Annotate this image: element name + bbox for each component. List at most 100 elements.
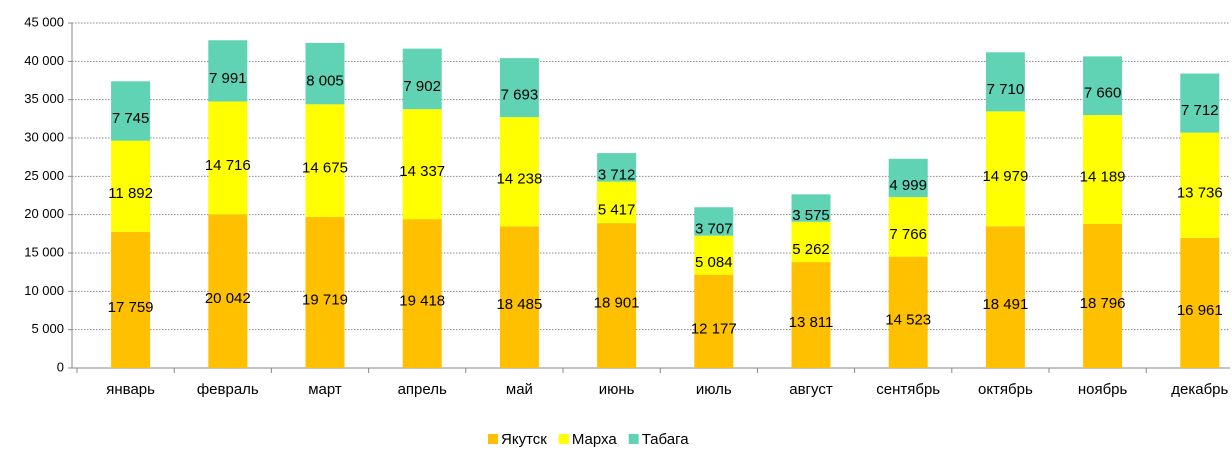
value-label: 14 675 xyxy=(302,160,348,177)
value-label: 13 736 xyxy=(1177,184,1223,201)
value-label: 18 491 xyxy=(982,296,1028,313)
y-tick-label: 45 000 xyxy=(24,14,64,29)
value-label: 7 766 xyxy=(889,226,927,243)
value-label: 14 238 xyxy=(496,171,542,188)
x-tick-label: февраль xyxy=(197,381,259,398)
bar-segment xyxy=(305,104,345,217)
legend-label: Марха xyxy=(572,431,618,448)
bar-segment xyxy=(985,52,1025,112)
y-tick-label: 0 xyxy=(57,359,64,374)
x-tick-label: май xyxy=(506,381,533,398)
value-label: 19 719 xyxy=(302,291,348,308)
legend-label: Якутск xyxy=(501,431,547,448)
x-tick-label: август xyxy=(789,381,833,398)
value-label: 20 042 xyxy=(205,290,251,307)
legend-swatch xyxy=(558,434,569,444)
bar-segment xyxy=(888,158,928,198)
legend-swatch xyxy=(628,434,639,444)
bar-segment xyxy=(111,81,151,141)
y-tick-label: 35 000 xyxy=(24,91,64,106)
bar-segment xyxy=(208,101,248,215)
value-label: 7 902 xyxy=(403,78,441,95)
bar-segment xyxy=(888,197,928,257)
value-label: 7 745 xyxy=(112,110,150,127)
y-tick-label: 30 000 xyxy=(24,129,64,144)
value-label: 13 811 xyxy=(789,314,834,331)
bar-segment xyxy=(694,274,734,368)
bar-segment xyxy=(1180,73,1220,133)
bar-segment xyxy=(985,226,1025,368)
value-label: 14 979 xyxy=(982,168,1028,185)
bar-segment xyxy=(111,140,151,232)
bar-segment xyxy=(305,42,345,105)
value-label: 5 084 xyxy=(695,254,733,271)
value-label: 7 693 xyxy=(501,87,539,104)
x-tick-label: январь xyxy=(106,381,155,398)
value-label: 14 337 xyxy=(399,163,445,180)
value-label: 7 660 xyxy=(1084,85,1122,102)
value-label: 3 707 xyxy=(695,220,733,237)
x-tick-label: октябрь xyxy=(978,381,1033,398)
value-label: 7 712 xyxy=(1181,102,1219,119)
bar-segment xyxy=(305,216,345,368)
y-tick-label: 40 000 xyxy=(24,53,64,68)
value-label: 3 575 xyxy=(792,207,830,224)
value-label: 5 417 xyxy=(598,201,636,218)
y-tick-label: 20 000 xyxy=(24,206,64,221)
bar-segment xyxy=(1083,56,1123,116)
bar-segment xyxy=(208,40,248,102)
bar-segment xyxy=(791,221,831,263)
bar-segment xyxy=(985,111,1025,227)
legend-label: Табага xyxy=(642,431,690,448)
value-label: 14 523 xyxy=(885,311,931,328)
x-tick-label: июнь xyxy=(599,381,635,398)
value-label: 7 710 xyxy=(987,81,1025,98)
value-label: 18 796 xyxy=(1080,295,1126,312)
bar-segment xyxy=(597,153,637,182)
x-tick-label: сентябрь xyxy=(876,381,940,398)
value-label: 18 901 xyxy=(594,295,640,312)
value-label: 11 892 xyxy=(108,185,153,202)
bar-segment xyxy=(402,219,442,368)
y-tick-label: 15 000 xyxy=(24,244,64,259)
bar-segment xyxy=(111,231,151,368)
bar-segment xyxy=(1083,223,1123,368)
bar-segment xyxy=(1180,237,1220,368)
x-tick-label: июль xyxy=(696,381,732,398)
value-label: 18 485 xyxy=(496,296,542,313)
bar-segment xyxy=(888,256,928,368)
x-tick-label: март xyxy=(308,381,342,398)
bar-segment xyxy=(1180,132,1220,238)
bar-segment xyxy=(499,117,539,227)
bar-segment xyxy=(208,214,248,368)
value-label: 14 716 xyxy=(205,157,251,174)
value-label: 17 759 xyxy=(108,299,154,316)
value-label: 3 712 xyxy=(598,166,636,183)
bar-segment xyxy=(402,48,442,110)
x-tick-label: апрель xyxy=(398,381,447,398)
bar-segment xyxy=(791,194,831,222)
bar-segment xyxy=(402,109,442,220)
bar-segment xyxy=(499,226,539,368)
bar-segment xyxy=(499,58,539,118)
value-label: 19 418 xyxy=(399,293,445,310)
y-tick-label: 5 000 xyxy=(31,321,64,336)
value-label: 8 005 xyxy=(306,73,344,90)
value-label: 14 189 xyxy=(1080,168,1126,185)
legend-swatch xyxy=(488,434,498,444)
x-tick-label: декабрь xyxy=(1171,381,1228,398)
value-label: 16 961 xyxy=(1177,302,1223,319)
y-tick-label: 25 000 xyxy=(24,168,64,183)
bar-segment xyxy=(1083,115,1123,224)
x-tick-label: ноябрь xyxy=(1078,381,1128,398)
bar-segment xyxy=(597,223,637,368)
bar-segment xyxy=(597,181,637,224)
bar-segment xyxy=(694,207,734,236)
value-label: 12 177 xyxy=(691,320,737,337)
y-tick-label: 10 000 xyxy=(24,283,64,298)
bar-segment xyxy=(791,262,831,368)
bar-segment xyxy=(694,235,734,275)
value-label: 5 262 xyxy=(792,241,830,258)
value-label: 4 999 xyxy=(889,177,927,194)
